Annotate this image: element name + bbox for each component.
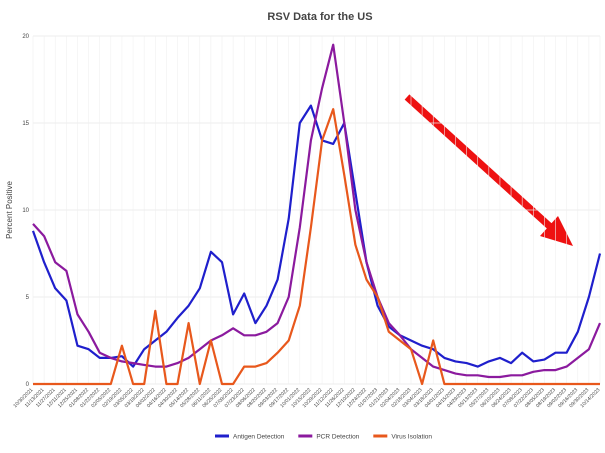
legend-label: Antigen Detection [233, 434, 285, 441]
y-axis-label: Percent Positive [5, 181, 14, 239]
y-tick-label: 5 [26, 295, 30, 301]
legend-label: Virus Isolation [391, 434, 432, 441]
arrow-head [540, 216, 573, 246]
annotation-arrow [404, 94, 573, 246]
legend-label: PCR Detection [316, 434, 359, 441]
y-tick-label: 20 [22, 34, 29, 40]
line-series [33, 108, 600, 386]
y-tick-label: 0 [26, 382, 30, 388]
arrow-shaft [404, 94, 559, 235]
chart-title: RSV Data for the US [267, 11, 372, 23]
line-series [32, 43, 602, 379]
y-tick-label: 15 [22, 121, 29, 127]
line-series [31, 104, 602, 368]
y-tick-label: 10 [22, 208, 29, 214]
